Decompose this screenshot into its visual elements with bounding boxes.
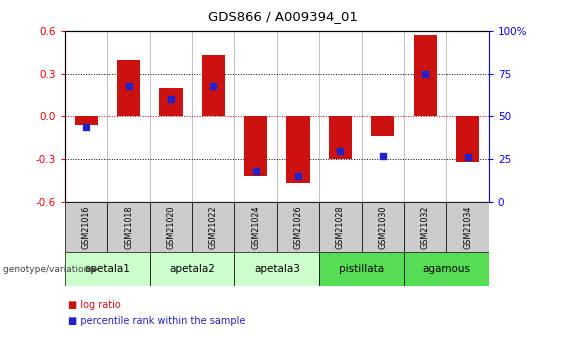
- Text: GSM21034: GSM21034: [463, 205, 472, 248]
- Text: ■ percentile rank within the sample: ■ percentile rank within the sample: [68, 316, 245, 326]
- Text: pistillata: pistillata: [339, 264, 384, 274]
- Text: apetala3: apetala3: [254, 264, 300, 274]
- Bar: [117, 59, 140, 117]
- Bar: [244, 117, 267, 176]
- Bar: [329, 117, 352, 159]
- Bar: [371, 117, 394, 136]
- Text: GSM21024: GSM21024: [251, 205, 260, 249]
- Bar: [75, 117, 98, 125]
- Text: GSM21016: GSM21016: [82, 205, 90, 248]
- Bar: [150, 202, 192, 252]
- Text: GSM21026: GSM21026: [294, 205, 302, 249]
- Bar: [277, 202, 319, 252]
- Text: apetala2: apetala2: [169, 264, 215, 274]
- Text: GSM21020: GSM21020: [167, 205, 175, 249]
- Bar: [404, 202, 446, 252]
- Text: GDS866 / A009394_01: GDS866 / A009394_01: [207, 10, 358, 23]
- Bar: [192, 202, 234, 252]
- Text: GSM21030: GSM21030: [379, 205, 387, 248]
- Bar: [150, 252, 234, 286]
- Bar: [319, 252, 404, 286]
- Text: apetala1: apetala1: [84, 264, 131, 274]
- Bar: [159, 88, 182, 117]
- Bar: [404, 252, 489, 286]
- Bar: [414, 35, 437, 117]
- Bar: [202, 55, 225, 117]
- Bar: [107, 202, 150, 252]
- Bar: [456, 117, 479, 162]
- Bar: [65, 202, 107, 252]
- Bar: [234, 252, 319, 286]
- Text: ■ log ratio: ■ log ratio: [68, 300, 120, 310]
- Bar: [446, 202, 489, 252]
- Text: GSM21022: GSM21022: [209, 205, 218, 249]
- Bar: [286, 117, 310, 183]
- Bar: [362, 202, 404, 252]
- Text: GSM21018: GSM21018: [124, 205, 133, 248]
- Text: genotype/variation ►: genotype/variation ►: [3, 265, 99, 274]
- Text: agamous: agamous: [423, 264, 470, 274]
- Bar: [234, 202, 277, 252]
- Bar: [65, 252, 150, 286]
- Bar: [319, 202, 362, 252]
- Text: GSM21032: GSM21032: [421, 205, 429, 249]
- Text: GSM21028: GSM21028: [336, 205, 345, 249]
